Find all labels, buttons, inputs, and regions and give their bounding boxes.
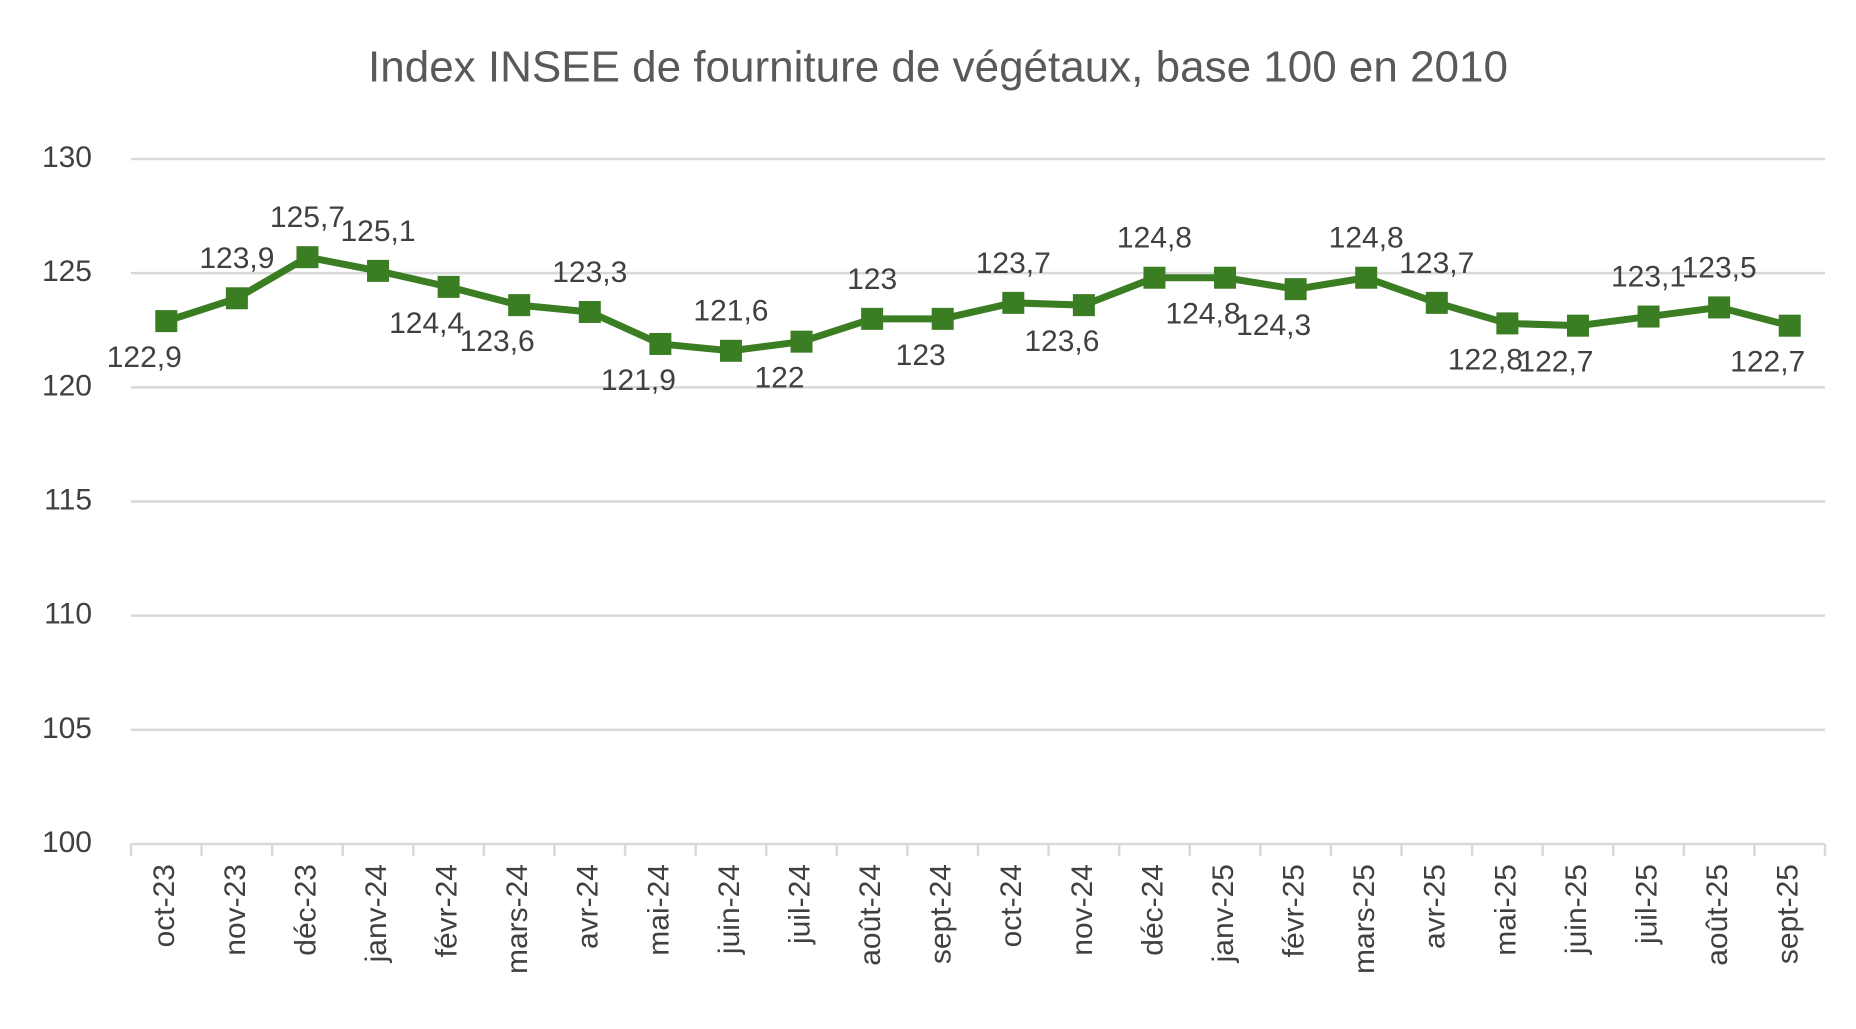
- data-label: 124,8: [1166, 298, 1241, 331]
- marker: [437, 275, 460, 298]
- marker: [367, 259, 390, 282]
- data-label: 123,1: [1611, 260, 1686, 293]
- marker: [508, 294, 531, 317]
- data-label: 124,4: [389, 307, 464, 340]
- y-tick-label: 125: [42, 255, 92, 288]
- marker: [1355, 266, 1378, 289]
- marker: [1496, 312, 1519, 335]
- marker: [861, 307, 884, 330]
- x-tick-label: mai-24: [642, 864, 675, 956]
- x-tick-label: mars-25: [1348, 864, 1381, 974]
- y-tick-label: 115: [44, 483, 92, 516]
- marker: [1002, 291, 1025, 314]
- x-tick-label: août-24: [854, 864, 887, 966]
- data-label: 122,9: [107, 341, 182, 374]
- x-tick-label: juin-25: [1560, 864, 1593, 955]
- x-tick-label: janv-24: [360, 864, 393, 963]
- marker: [1566, 314, 1589, 337]
- data-label: 125,1: [341, 215, 416, 248]
- data-label: 122,8: [1448, 343, 1523, 376]
- marker: [155, 310, 178, 333]
- data-label: 122,7: [1518, 346, 1593, 379]
- marker: [1637, 305, 1660, 328]
- data-label: 123: [896, 339, 946, 372]
- marker: [790, 330, 813, 353]
- data-label: 121,9: [601, 364, 676, 397]
- x-tick-label: oct-23: [148, 864, 181, 947]
- data-label: 124,8: [1329, 222, 1404, 255]
- marker: [1284, 278, 1307, 301]
- data-label: 123: [847, 263, 897, 296]
- data-label: 122: [755, 362, 805, 395]
- y-tick-label: 105: [42, 712, 92, 745]
- data-label: 122,7: [1730, 346, 1805, 379]
- marker: [1143, 266, 1166, 289]
- marker: [649, 332, 672, 355]
- data-label: 124,3: [1236, 309, 1311, 342]
- marker: [1072, 294, 1095, 317]
- y-tick-label: 120: [42, 369, 92, 402]
- x-tick-label: avr-25: [1419, 864, 1452, 949]
- data-label: 125,7: [270, 201, 345, 234]
- marker: [1778, 314, 1801, 337]
- marker: [1708, 296, 1731, 319]
- marker: [296, 246, 319, 269]
- y-tick-label: 100: [42, 826, 92, 859]
- data-label: 124,8: [1117, 222, 1192, 255]
- data-label: 123,6: [460, 325, 535, 358]
- x-tick-label: déc-23: [289, 864, 322, 956]
- chart-title: Index INSEE de fourniture de végétaux, b…: [368, 43, 1508, 92]
- marker: [931, 307, 954, 330]
- x-tick-label: oct-24: [995, 864, 1028, 947]
- line: [165, 253, 1791, 355]
- data-label: 123,5: [1682, 251, 1757, 284]
- x-tick-label: nov-24: [1066, 864, 1099, 956]
- data-label: 123,6: [1024, 325, 1099, 358]
- x-tick-label: févr-24: [431, 864, 464, 957]
- x-tick-label: janv-25: [1207, 864, 1240, 963]
- x-tick-label: déc-24: [1136, 864, 1169, 956]
- data-label: 123,7: [976, 247, 1051, 280]
- x-tick-label: mai-25: [1489, 864, 1522, 956]
- y-tick-label: 130: [42, 141, 92, 174]
- x-tick-label: août-25: [1701, 864, 1734, 966]
- x-tick-label: févr-25: [1278, 864, 1311, 957]
- data-label: 123,9: [199, 242, 274, 275]
- data-label: 121,6: [693, 295, 768, 328]
- data-label: 123,7: [1399, 247, 1474, 280]
- marker: [719, 339, 742, 362]
- x-tick-label: sept-25: [1772, 864, 1805, 964]
- x-tick-label: avr-24: [572, 864, 605, 949]
- x-tick-label: juil-25: [1630, 864, 1663, 945]
- marker: [1425, 291, 1448, 314]
- x-tick-label: juin-24: [713, 864, 746, 955]
- y-tick-label: 110: [44, 598, 92, 631]
- marker: [578, 300, 601, 323]
- x-tick-label: juil-24: [783, 864, 816, 945]
- data-label: 123,3: [552, 256, 627, 289]
- x-tick-label: nov-23: [219, 864, 252, 956]
- x-tick-label: mars-24: [501, 864, 534, 974]
- marker: [225, 287, 248, 310]
- x-tick-label: sept-24: [925, 864, 958, 964]
- marker: [1214, 266, 1237, 289]
